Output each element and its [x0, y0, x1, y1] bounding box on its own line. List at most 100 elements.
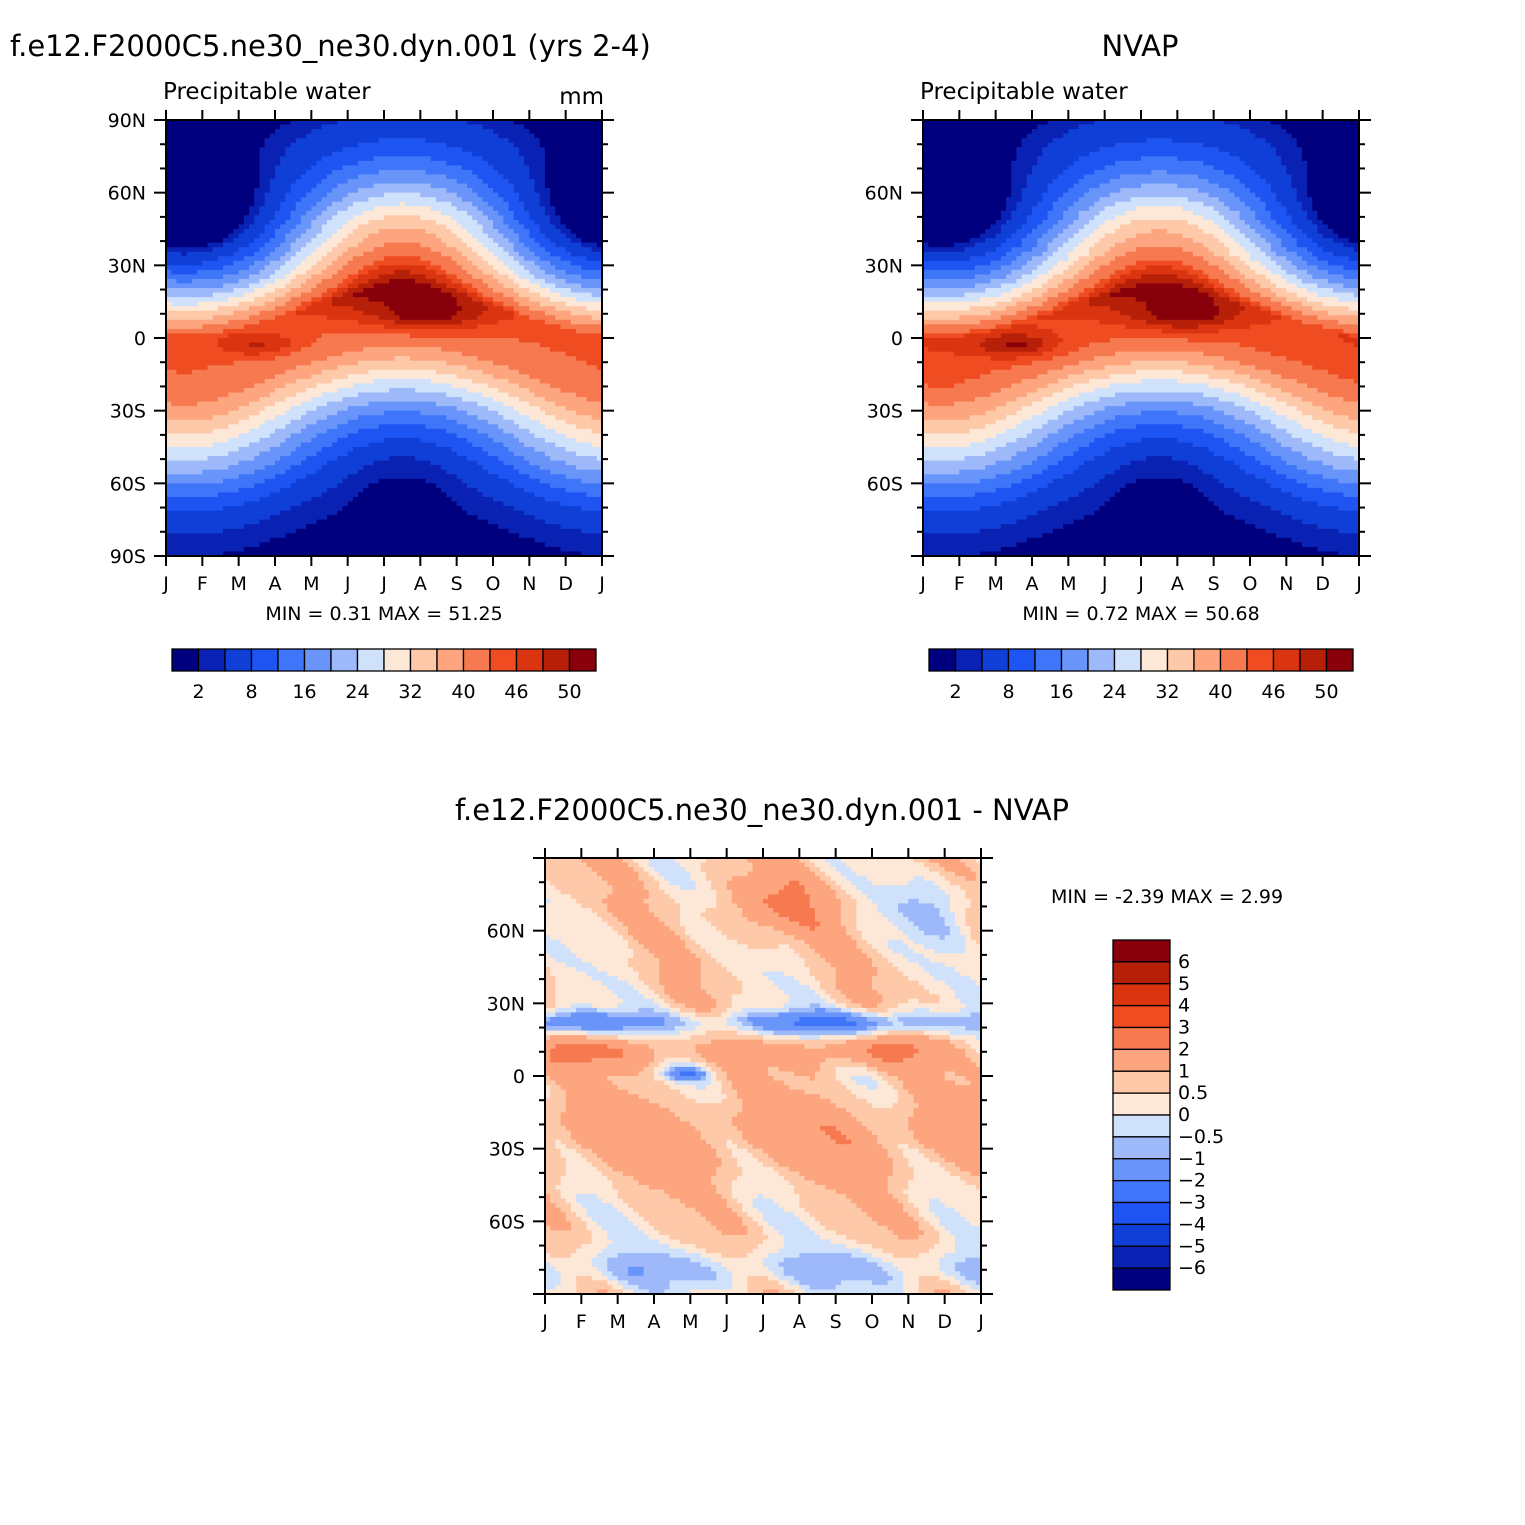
contour-cell — [814, 989, 826, 995]
contour-cell — [638, 939, 686, 945]
contour-cell — [368, 269, 395, 276]
contour-cell — [513, 451, 546, 457]
contour-cell — [544, 156, 603, 162]
contour-cell — [1141, 183, 1178, 189]
contour-cell — [233, 260, 255, 266]
contour-cell — [545, 1212, 567, 1218]
contour-cell — [705, 1030, 738, 1036]
contour-cell — [498, 256, 515, 262]
contour-cell — [264, 138, 297, 144]
contour-cell — [368, 197, 437, 203]
contour-cell — [711, 880, 728, 886]
contour-cell — [1032, 474, 1064, 480]
contour-cell — [1260, 233, 1277, 239]
contour-cell — [565, 1094, 640, 1100]
contour-cell — [1047, 369, 1085, 375]
contour-cell — [425, 424, 468, 430]
colorbar-box — [197, 648, 226, 672]
contour-cell — [461, 165, 494, 171]
contour-cell — [545, 989, 556, 995]
contour-cell — [259, 179, 271, 185]
contour-cell — [1068, 351, 1116, 357]
contour-cell — [923, 537, 1028, 543]
contour-cell — [825, 871, 842, 877]
contour-cell — [591, 428, 603, 434]
contour-cell — [965, 944, 982, 950]
contour-cell — [347, 451, 458, 457]
contour-cell — [897, 967, 925, 973]
contour-cell — [726, 935, 795, 941]
contour-cell — [664, 889, 717, 895]
contour-cell — [300, 460, 328, 466]
contour-cell — [311, 238, 328, 244]
contour-cell — [243, 546, 562, 553]
contour-cell — [1187, 197, 1220, 203]
contour-cell — [487, 260, 504, 266]
contour-cell — [518, 151, 546, 157]
contour-cell — [602, 1225, 640, 1232]
contour-cell — [513, 506, 582, 512]
contour-cell — [456, 474, 499, 480]
contour-cell — [1307, 160, 1360, 167]
contour-cell — [275, 229, 292, 235]
contour-cell — [1234, 428, 1261, 434]
contour-cell — [794, 1289, 806, 1295]
contour-cell — [539, 406, 567, 412]
contour-cell — [695, 1012, 723, 1018]
contour-cell — [1052, 238, 1069, 244]
contour-cell — [809, 971, 837, 977]
contour-cell — [602, 1248, 686, 1254]
contour-cell — [264, 229, 276, 235]
contour-cell — [622, 1198, 681, 1204]
contour-cell — [560, 1175, 608, 1182]
contour-cell — [254, 192, 266, 198]
contour-cell — [591, 1257, 608, 1263]
contour-cell — [1078, 447, 1111, 453]
contour-cell — [493, 496, 546, 503]
contour-cell — [1026, 315, 1038, 321]
contour-cell — [923, 269, 992, 276]
contour-cell — [1270, 278, 1287, 285]
contour-cell — [332, 292, 344, 298]
contour-cell — [285, 251, 297, 257]
contour-cell — [555, 985, 608, 991]
contour-cell — [166, 197, 255, 203]
contour-cell — [1218, 292, 1230, 298]
contour-cell — [872, 1253, 894, 1259]
contour-cell — [887, 1153, 904, 1159]
contour-cell — [602, 876, 640, 882]
contour-cell — [960, 1175, 982, 1182]
contour-cell — [1301, 397, 1345, 403]
contour-cell — [711, 1175, 738, 1182]
contour-cell — [1021, 406, 1049, 412]
contour-cell — [1234, 174, 1261, 180]
contour-cell — [1198, 288, 1215, 294]
contour-cell — [1265, 179, 1293, 185]
contour-cell — [716, 894, 733, 900]
contour-cell — [1063, 365, 1106, 371]
contour-cell — [461, 283, 473, 289]
contour-cell — [794, 1071, 816, 1077]
contour-cell — [264, 283, 286, 289]
contour-cell — [1000, 315, 1028, 321]
contour-cell — [1037, 310, 1054, 316]
contour-cell — [508, 478, 541, 484]
contour-cell — [482, 292, 504, 298]
x-tick-label: J — [1101, 573, 1108, 595]
contour-cell — [337, 410, 385, 416]
contour-cell — [721, 1157, 738, 1163]
contour-cell — [1042, 424, 1064, 430]
contour-cell — [342, 147, 463, 153]
contour-cell — [1224, 437, 1251, 444]
contour-cell — [835, 971, 878, 977]
contour-cell — [518, 383, 551, 389]
contour-cell — [607, 1266, 629, 1272]
contour-cell — [384, 242, 421, 248]
contour-cell — [1260, 442, 1282, 448]
contour-cell — [974, 274, 1007, 280]
contour-cell — [166, 528, 224, 534]
contour-cell — [887, 1175, 915, 1182]
contour-cell — [545, 953, 551, 959]
contour-cell — [378, 169, 427, 176]
contour-cell — [1068, 374, 1111, 380]
